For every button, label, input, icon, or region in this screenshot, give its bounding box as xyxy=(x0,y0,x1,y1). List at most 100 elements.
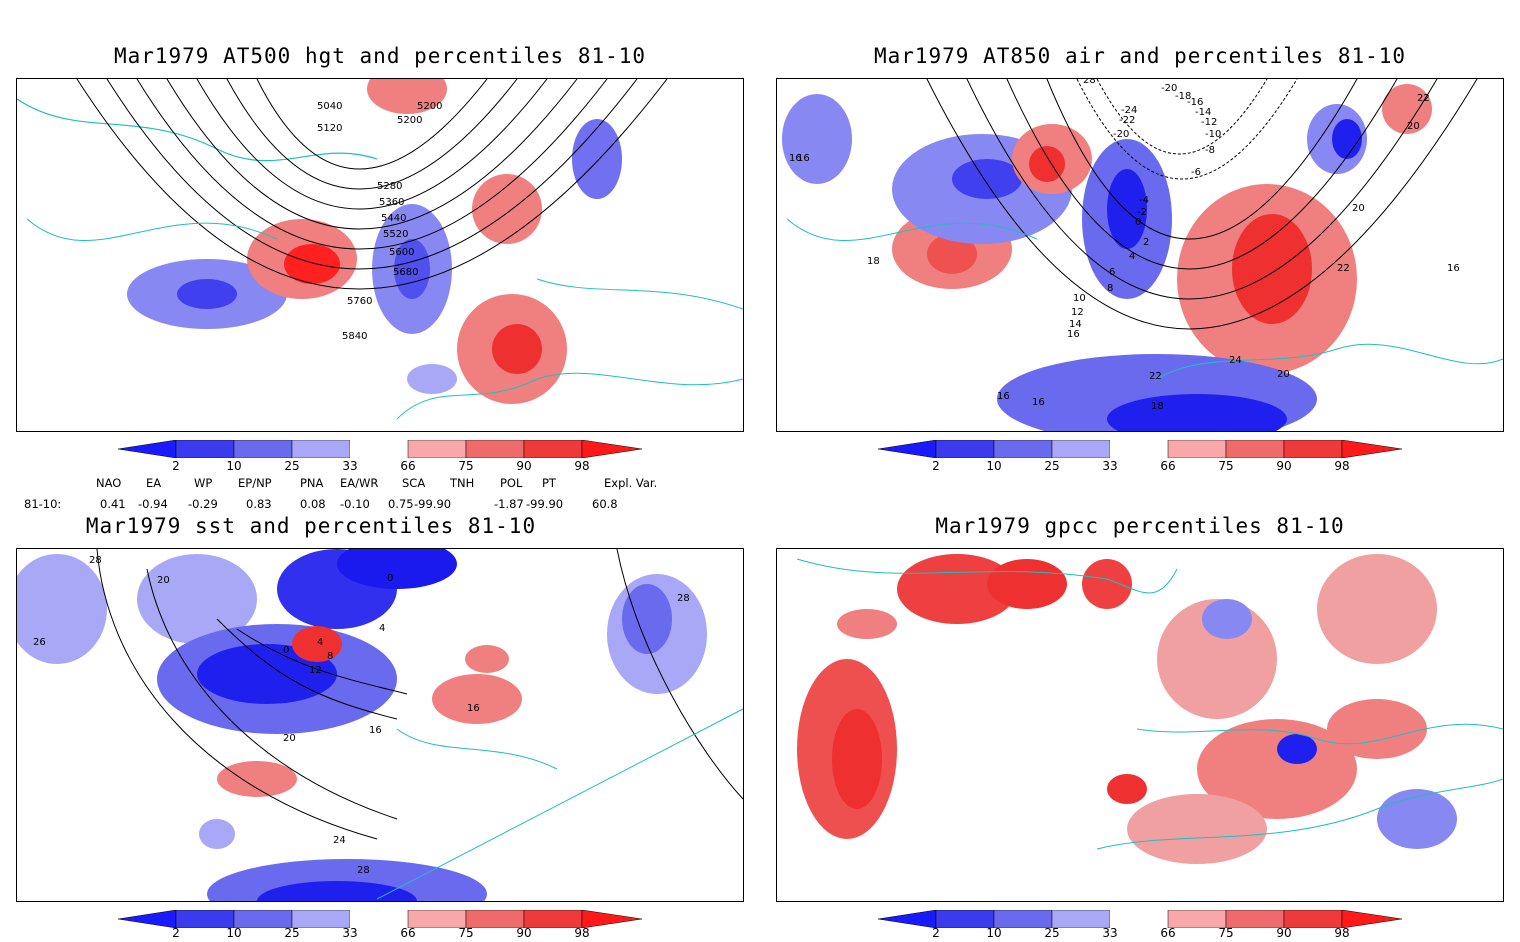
contour-label: 12 xyxy=(309,665,322,676)
contour-label: 16 xyxy=(997,391,1010,402)
index-header: EA/WR xyxy=(340,476,379,490)
contour-label: 28 xyxy=(1083,79,1096,86)
contour-label: 14 xyxy=(1069,319,1082,330)
contour-label: 8 xyxy=(1107,283,1113,294)
index-value: -99.90 xyxy=(526,497,564,511)
colorbar-tick: 10 xyxy=(986,459,1002,473)
contour-label: 4 xyxy=(1129,251,1135,262)
contour-label: -8 xyxy=(1205,145,1215,156)
index-value: -1.87 xyxy=(494,497,524,511)
colorbar-tick: 75 xyxy=(1218,926,1234,940)
map-panel-air850: 16 16 18 10 12 14 16 24 22 20 18 16 16 2… xyxy=(776,78,1504,432)
contour-label: 20 xyxy=(283,733,296,744)
colorbar-tick: 33 xyxy=(342,459,358,473)
contour-label: 12 xyxy=(1071,307,1084,318)
colorbar-tick: 25 xyxy=(284,926,300,940)
colorbar-tick: 25 xyxy=(1044,926,1060,940)
contour-label: 24 xyxy=(333,835,346,846)
colorbar-tick: 25 xyxy=(1044,459,1060,473)
contour-label: -2 xyxy=(1137,207,1147,218)
colorbar-tick: 98 xyxy=(574,926,590,940)
map-gpcc-canvas xyxy=(796,554,1503,864)
colorbar-tick: 90 xyxy=(516,926,532,940)
contour-label: -22 xyxy=(1119,115,1135,126)
contour-label: 0 xyxy=(283,645,289,656)
contour-label: 20 xyxy=(157,575,170,586)
colorbar-tick: 66 xyxy=(400,926,416,940)
colorbar-2: 2 10 25 33 66 75 90 98 xyxy=(877,439,1403,476)
index-header: POL xyxy=(500,476,523,490)
contour-label: 0 xyxy=(387,573,393,584)
contour-label: 16 xyxy=(1067,329,1080,340)
contour-label: 10 xyxy=(1073,293,1086,304)
map-panel-hgt500: 5040 5120 5200 5200 5280 5360 5440 5520 … xyxy=(16,78,744,432)
contour-label: 5200 xyxy=(397,115,422,126)
contour-label: 5840 xyxy=(342,331,367,342)
colorbar-tick: 2 xyxy=(932,926,940,940)
colorbar-tick: 90 xyxy=(1276,926,1292,940)
contour-label: -18 xyxy=(1175,91,1191,102)
map-hgt500-canvas: 5040 5120 5200 5200 5280 5360 5440 5520 … xyxy=(17,79,743,420)
index-row-label: 81-10: xyxy=(24,497,62,511)
contour-label: 16 xyxy=(797,153,810,164)
contour-label: 16 xyxy=(1032,397,1045,408)
colorbar-tick: 33 xyxy=(1102,926,1118,940)
panel-title-3: Mar1979 sst and percentiles 81-10 xyxy=(85,514,537,538)
index-value: 0.08 xyxy=(300,497,326,511)
contour-label: 4 xyxy=(379,623,385,634)
map-panel-gpcc xyxy=(776,548,1504,902)
index-header: PT xyxy=(542,476,556,490)
contour-label: 0 xyxy=(1135,217,1141,228)
contour-label: 16 xyxy=(1447,263,1460,274)
colorbar-4: 2 10 25 33 66 75 90 98 xyxy=(877,909,1403,940)
contour-label: 24 xyxy=(1229,355,1242,366)
map-panel-sst: 28 26 20 0 4 8 12 16 20 24 28 0 4 16 28 xyxy=(16,548,744,902)
map-sst-canvas: 28 26 20 0 4 8 12 16 20 24 28 0 4 16 28 xyxy=(17,549,743,901)
colorbar-tick: 75 xyxy=(458,459,474,473)
contour-label: 5680 xyxy=(393,267,418,278)
contour-label: 16 xyxy=(369,725,382,736)
colorbar-tick: 2 xyxy=(932,459,940,473)
colorbar-tick: 75 xyxy=(1218,459,1234,473)
colorbar-tick: 98 xyxy=(1334,926,1350,940)
index-value: -99.90 xyxy=(414,497,452,511)
colorbar-4-swatches xyxy=(877,909,1403,929)
contour-label: -24 xyxy=(1121,105,1137,116)
index-header: TNH xyxy=(450,476,475,490)
contour-label: 22 xyxy=(1417,93,1430,104)
contour-label: 28 xyxy=(677,593,690,604)
contour-label: 20 xyxy=(1352,203,1365,214)
contour-label: 2 xyxy=(1143,237,1149,248)
colorbar-2-swatches xyxy=(877,439,1403,459)
contour-label: -20 xyxy=(1161,83,1177,94)
panel-title-2: Mar1979 AT850 air and percentiles 81-10 xyxy=(873,44,1407,68)
contour-label: 28 xyxy=(89,555,102,566)
colorbar-tick: 90 xyxy=(516,459,532,473)
contour-label: 22 xyxy=(1337,263,1350,274)
contour-label: -4 xyxy=(1139,195,1149,206)
index-header: NAO xyxy=(96,476,122,490)
contour-label: 5440 xyxy=(381,213,406,224)
contour-label: 16 xyxy=(467,703,480,714)
index-value: 0.41 xyxy=(100,497,126,511)
colorbar-tick: 66 xyxy=(1160,459,1176,473)
colorbar-tick: 25 xyxy=(284,459,300,473)
contour-label: -14 xyxy=(1195,107,1211,118)
colorbar-tick: 90 xyxy=(1276,459,1292,473)
contour-label: 6 xyxy=(1109,267,1115,278)
contour-label: 5760 xyxy=(347,296,372,307)
colorbar-tick: 98 xyxy=(1334,459,1350,473)
contour-label: 5200 xyxy=(417,101,442,112)
contour-label: 22 xyxy=(1149,371,1162,382)
index-value: -0.10 xyxy=(340,497,370,511)
colorbar-tick: 66 xyxy=(1160,926,1176,940)
contour-label: -16 xyxy=(1187,97,1203,108)
colorbar-tick: 33 xyxy=(342,926,358,940)
colorbar-tick: 75 xyxy=(458,926,474,940)
contour-label: 5280 xyxy=(377,181,402,192)
contour-label: 8 xyxy=(327,651,333,662)
contour-label: -20 xyxy=(1113,129,1129,140)
panel-title-1: Mar1979 AT500 hgt and percentiles 81-10 xyxy=(113,44,647,68)
contour-label: 5360 xyxy=(379,197,404,208)
contour-label: -12 xyxy=(1201,117,1217,128)
